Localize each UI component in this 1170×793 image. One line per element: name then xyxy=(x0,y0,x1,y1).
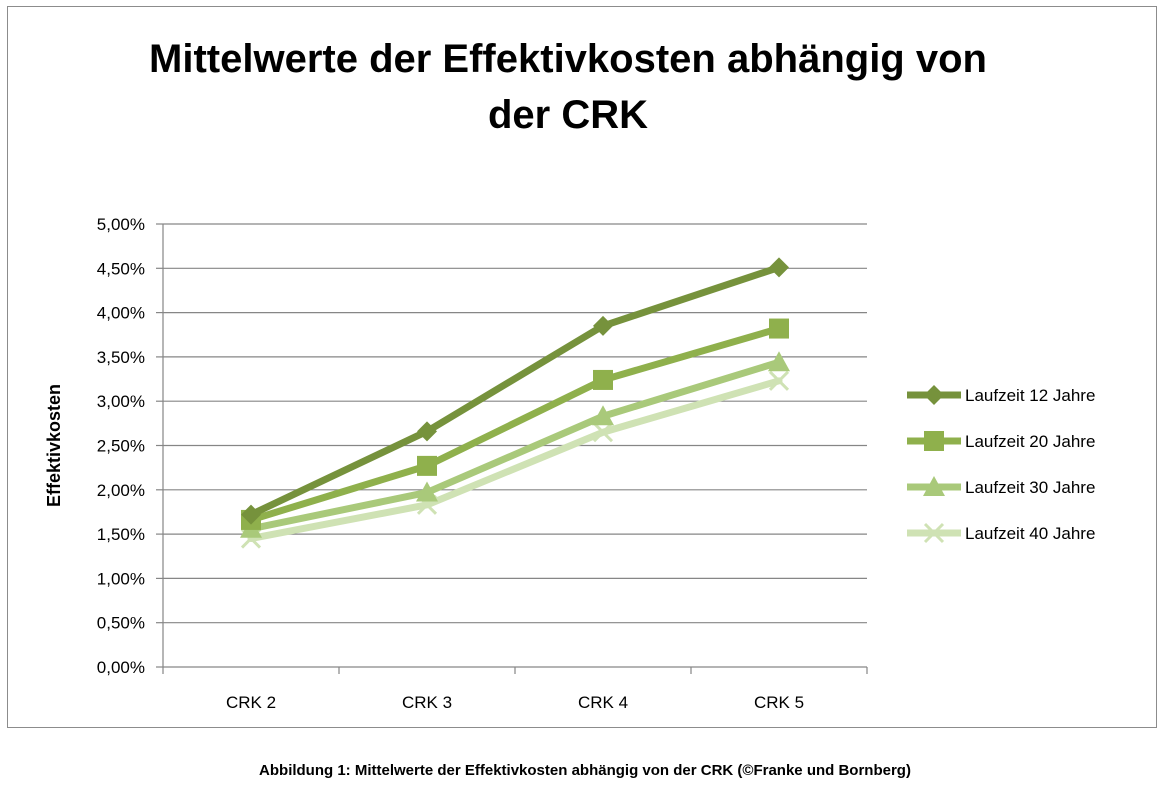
legend-marker xyxy=(923,522,945,544)
data-point xyxy=(592,405,614,426)
y-tick-label: 2,00% xyxy=(97,481,145,500)
chart-title: Mittelwerte der Effektivkosten abhängig … xyxy=(8,31,1128,143)
data-point xyxy=(241,504,261,525)
chart-title-line-2: der CRK xyxy=(487,93,649,137)
legend-marker xyxy=(923,476,945,496)
y-axis-label: Effektivkosten xyxy=(44,384,64,507)
data-point xyxy=(592,422,614,443)
x-tick-label: CRK 3 xyxy=(402,693,452,712)
y-tick-label: 5,00% xyxy=(97,215,145,234)
data-point xyxy=(417,455,437,476)
x-tick-label: CRK 2 xyxy=(226,693,276,712)
series-line xyxy=(247,325,783,524)
data-point xyxy=(768,351,790,372)
y-tick-label: 3,50% xyxy=(97,348,145,367)
series-line xyxy=(247,377,783,543)
data-point xyxy=(769,318,789,339)
y-tick-label: 0,00% xyxy=(97,658,145,677)
line-chart: 0,00% 0,50% 1,00% 1,50% 2,00% 2,50% 3,00% 3,50%… xyxy=(44,215,1095,712)
legend-label: Laufzeit 40 Jahre xyxy=(965,524,1095,543)
data-point xyxy=(768,370,790,391)
y-tick-label: 0,50% xyxy=(97,614,145,633)
data-point xyxy=(593,369,613,390)
legend-marker xyxy=(924,431,944,451)
data-point xyxy=(593,315,613,336)
legend-marker xyxy=(924,385,944,405)
x-tick-label: CRK 5 xyxy=(754,693,804,712)
series-line xyxy=(247,358,783,533)
y-tick-label: 2,50% xyxy=(97,437,145,456)
data-point xyxy=(416,481,438,502)
y-tick-label: 3,00% xyxy=(97,392,145,411)
series-line xyxy=(247,263,783,519)
data-point xyxy=(417,421,437,442)
x-tick-label: CRK 4 xyxy=(578,693,628,712)
figure-caption: Abbildung 1: Mittelwerte der Effektivkos… xyxy=(259,762,911,779)
chart-frame: Mittelwerte der Effektivkosten abhängig … xyxy=(7,6,1157,728)
legend-label: Laufzeit 30 Jahre xyxy=(965,478,1095,497)
y-tick-label: 1,00% xyxy=(97,569,145,588)
y-tick-label: 4,50% xyxy=(97,259,145,278)
y-tick-label: 1,50% xyxy=(97,525,145,544)
legend-label: Laufzeit 20 Jahre xyxy=(965,432,1095,451)
data-point xyxy=(769,257,789,278)
y-tick-label: 4,00% xyxy=(97,304,145,323)
legend-label: Laufzeit 12 Jahre xyxy=(965,386,1095,405)
chart-title-line-1: Mittelwerte der Effektivkosten abhängig … xyxy=(149,37,987,81)
